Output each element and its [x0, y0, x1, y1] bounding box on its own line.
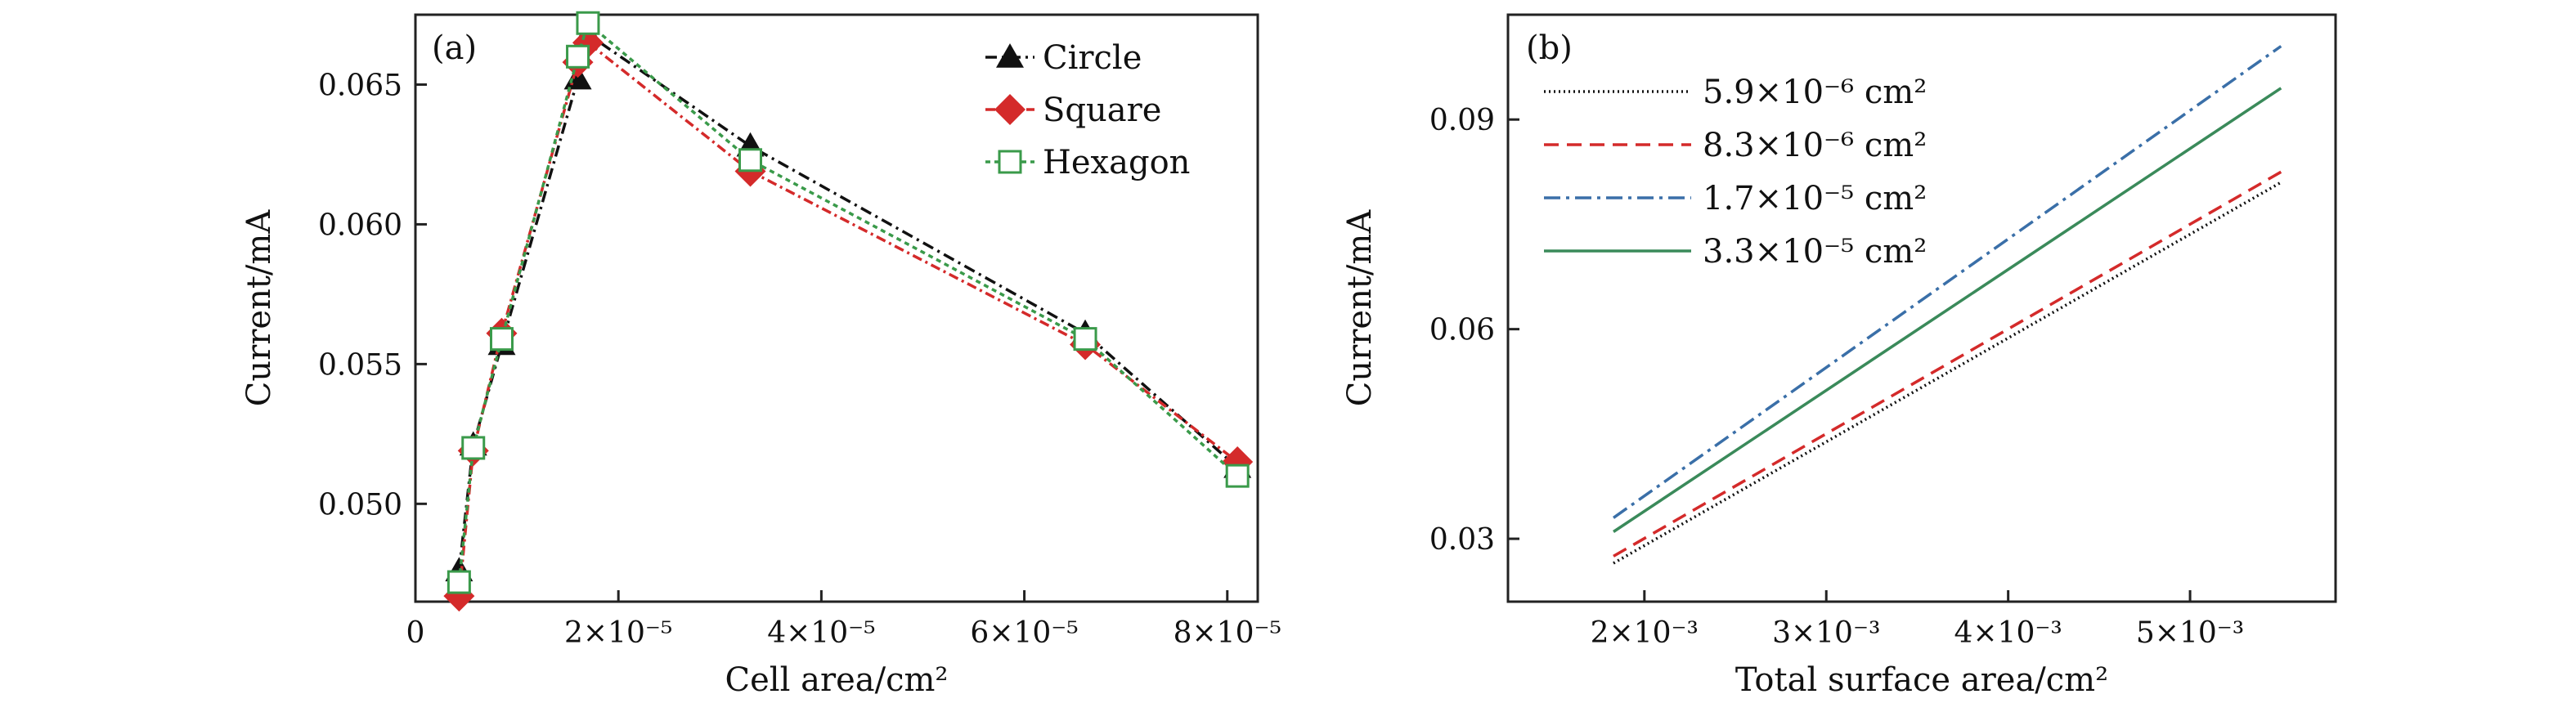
panel-a-y-tick-label: 0.065 [318, 69, 402, 102]
panel-b-legend-label: 5.9×10⁻⁶ cm² [1703, 74, 1927, 111]
panel-b-x-tick-label: 3×10⁻³ [1772, 616, 1880, 650]
panel-b-x-tick-label: 2×10⁻³ [1591, 616, 1699, 650]
panel-a-x-tick-label: 8×10⁻⁵ [1174, 616, 1281, 650]
panel-a-data-point [1225, 464, 1250, 488]
panel-a-legend-marker [996, 43, 1024, 68]
panel-b-x-axis-label: Total surface area/cm² [1735, 661, 2108, 699]
panel-b-plot-frame [1506, 13, 2337, 603]
panel-b-legend: 5.9×10⁻⁶ cm² 8.3×10⁻⁶ cm² 1.7×10⁻⁵ cm² 3.3×… [1544, 74, 1927, 271]
panel-a-legend-label: Hexagon [1043, 144, 1190, 181]
panel-a-data-point [461, 436, 486, 460]
panel-a-label: (a) [432, 29, 477, 67]
panel-a-y-tick-label: 0.060 [318, 208, 402, 242]
panel-a-legend: Circle Square Hexagon [985, 39, 1190, 181]
panel-b-legend-label: 8.3×10⁻⁶ cm² [1703, 127, 1927, 164]
panel-a-data-point [1073, 327, 1097, 352]
panel-b-legend-label: 1.7×10⁻⁵ cm² [1703, 180, 1927, 217]
panel-b-y-tick-label: 0.06 [1429, 314, 1495, 347]
panel-b-label: (b) [1526, 29, 1573, 67]
panel-a-data-point [489, 327, 514, 352]
panel-a-x-tick-label: 4×10⁻⁵ [767, 616, 875, 650]
panel-a-y-axis-label: Current/mA [240, 209, 278, 407]
panel-a-x-tick-label: 6×10⁻⁵ [970, 616, 1078, 650]
panel-a-data-point [566, 44, 590, 69]
panel-b-series-line [1612, 45, 2282, 519]
panel-a-legend-marker [998, 150, 1022, 174]
panel-b-y-tick-label: 0.09 [1429, 104, 1495, 137]
panel-a: (a) Cell area/cm² Current/mA 0 2×10⁻⁵ 4×10… [240, 11, 1281, 699]
panel-a-x-tick-label: 2×10⁻⁵ [564, 616, 672, 650]
panel-a-y-tick-label: 0.055 [318, 348, 402, 382]
panel-a-legend-marker [994, 94, 1025, 125]
panel-b-x-tick-label: 4×10⁻³ [1954, 616, 2062, 650]
panel-a-y-tick-label: 0.050 [318, 488, 402, 522]
panel-a-data-point [447, 570, 471, 594]
panel-b: (b) Total surface area/cm² Current/mA 2×… [1341, 13, 2337, 699]
panel-a-legend-label: Circle [1043, 39, 1142, 77]
panel-a-legend-label: Square [1043, 92, 1161, 129]
panel-b-y-axis-label: Current/mA [1341, 209, 1379, 407]
panel-b-y-tick-label: 0.03 [1429, 523, 1495, 557]
panel-b-series-line [1613, 181, 2282, 565]
panel-a-ticks: 0 2×10⁻⁵ 4×10⁻⁵ 6×10⁻⁵ 8×10⁻⁵ 0.050 0.055 0.060… [318, 69, 1281, 650]
panel-b-series-line [1613, 87, 2282, 533]
panel-b-x-tick-label: 5×10⁻³ [2136, 616, 2244, 650]
panel-a-data-point [738, 148, 763, 172]
panel-a-plot-frame [414, 13, 1259, 603]
panel-b-ticks: 2×10⁻³ 3×10⁻³ 4×10⁻³ 5×10⁻³ 0.03 0.06 0.09 [1429, 104, 2244, 650]
panel-b-series [1612, 45, 2282, 565]
panel-a-x-tick-label: 0 [406, 616, 425, 650]
panel-b-series-line [1613, 170, 2282, 558]
panel-b-legend-label: 3.3×10⁻⁵ cm² [1703, 233, 1927, 271]
panel-a-x-axis-label: Cell area/cm² [725, 661, 949, 699]
panel-a-series [443, 11, 1254, 612]
panel-a-series-line [457, 20, 1239, 583]
panel-a-data-point [576, 11, 600, 35]
